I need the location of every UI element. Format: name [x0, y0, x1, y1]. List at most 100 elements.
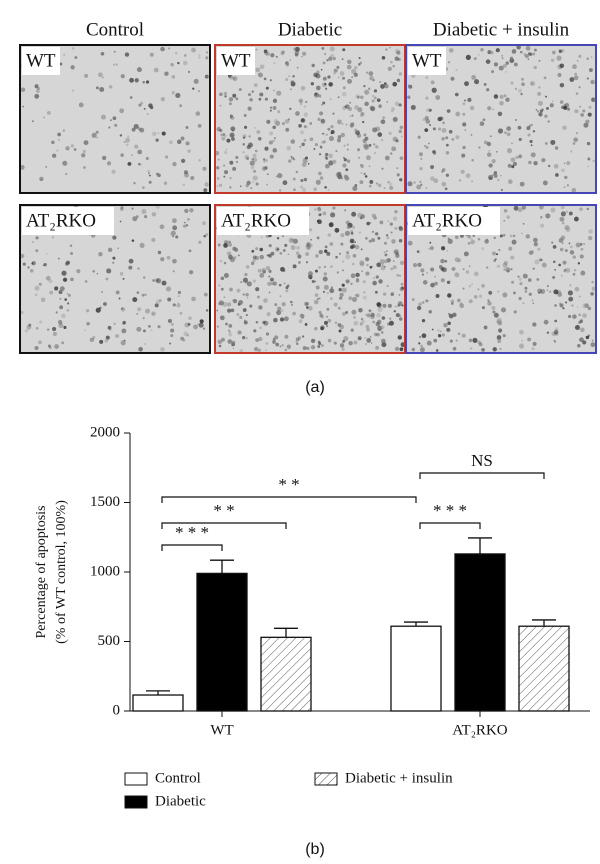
cell	[111, 169, 116, 174]
cell	[276, 310, 282, 316]
cell	[343, 156, 345, 159]
cell	[532, 237, 538, 243]
cell	[257, 268, 262, 273]
cell	[390, 292, 394, 296]
cell	[530, 123, 533, 126]
cell	[172, 225, 178, 231]
cell	[359, 322, 363, 326]
cell	[507, 179, 513, 184]
cell	[244, 272, 248, 277]
cell	[574, 324, 580, 331]
cell	[235, 155, 239, 160]
cell	[350, 282, 353, 286]
cell	[175, 92, 181, 99]
cell	[370, 314, 375, 320]
cell	[488, 163, 493, 168]
cell	[541, 158, 546, 163]
cell	[298, 261, 301, 264]
cell	[170, 62, 174, 67]
cell	[161, 280, 167, 286]
cell	[366, 337, 372, 343]
cell	[397, 335, 403, 340]
cell	[328, 82, 333, 87]
cell	[330, 265, 333, 268]
cell	[131, 207, 134, 210]
cell	[131, 127, 136, 132]
cell	[554, 304, 557, 307]
cell	[587, 157, 591, 161]
cell	[433, 338, 438, 343]
cell	[399, 156, 404, 160]
cell	[553, 163, 559, 169]
image-border	[405, 44, 597, 194]
cell	[493, 312, 499, 318]
cell	[264, 349, 267, 352]
legend-swatch	[124, 795, 148, 809]
cell	[160, 257, 165, 262]
cell	[61, 313, 66, 319]
cell	[465, 270, 470, 274]
cell	[551, 50, 556, 55]
cell	[137, 162, 141, 166]
cell	[495, 48, 500, 53]
cell	[292, 75, 295, 78]
cell	[137, 127, 141, 131]
cell	[345, 123, 348, 126]
cell	[298, 319, 303, 324]
cell	[425, 146, 429, 149]
cell	[407, 181, 413, 187]
cell	[418, 152, 423, 157]
cell	[104, 339, 108, 343]
cell	[547, 164, 551, 168]
cell	[353, 316, 356, 319]
cell	[320, 344, 324, 347]
cell	[223, 296, 226, 299]
cell	[566, 107, 571, 111]
cell	[407, 240, 413, 246]
cell	[541, 262, 547, 268]
cell	[103, 302, 107, 306]
cell	[380, 265, 386, 271]
cell	[338, 329, 342, 333]
cell	[29, 268, 34, 273]
cell	[396, 78, 401, 83]
cell	[122, 321, 126, 325]
cell	[300, 85, 306, 91]
cell	[228, 330, 231, 333]
cell	[467, 97, 472, 102]
cell	[259, 247, 264, 252]
cell	[366, 313, 371, 318]
cell	[59, 286, 65, 292]
cell	[230, 308, 235, 313]
cell	[46, 328, 50, 331]
cell	[386, 258, 391, 263]
cell	[132, 216, 138, 222]
cell	[500, 188, 503, 191]
cell	[570, 150, 573, 153]
cell	[297, 254, 302, 259]
cell	[430, 267, 435, 272]
cell	[549, 290, 552, 293]
cell	[318, 297, 321, 300]
cell	[229, 287, 233, 292]
cell	[441, 137, 445, 141]
cell	[252, 258, 256, 263]
cell	[376, 262, 382, 268]
cell	[350, 124, 354, 128]
cell	[478, 146, 481, 149]
cell	[362, 295, 367, 300]
cell	[493, 259, 497, 262]
cell	[342, 86, 346, 90]
cell	[408, 84, 413, 89]
cell	[371, 99, 375, 103]
cell	[218, 300, 224, 306]
cell	[152, 131, 157, 137]
cell	[546, 106, 549, 110]
cell	[197, 323, 200, 326]
cell	[273, 317, 278, 323]
cell	[141, 209, 147, 215]
cell	[95, 307, 101, 313]
cell	[231, 137, 235, 141]
cell	[364, 136, 369, 141]
cell	[384, 86, 388, 89]
